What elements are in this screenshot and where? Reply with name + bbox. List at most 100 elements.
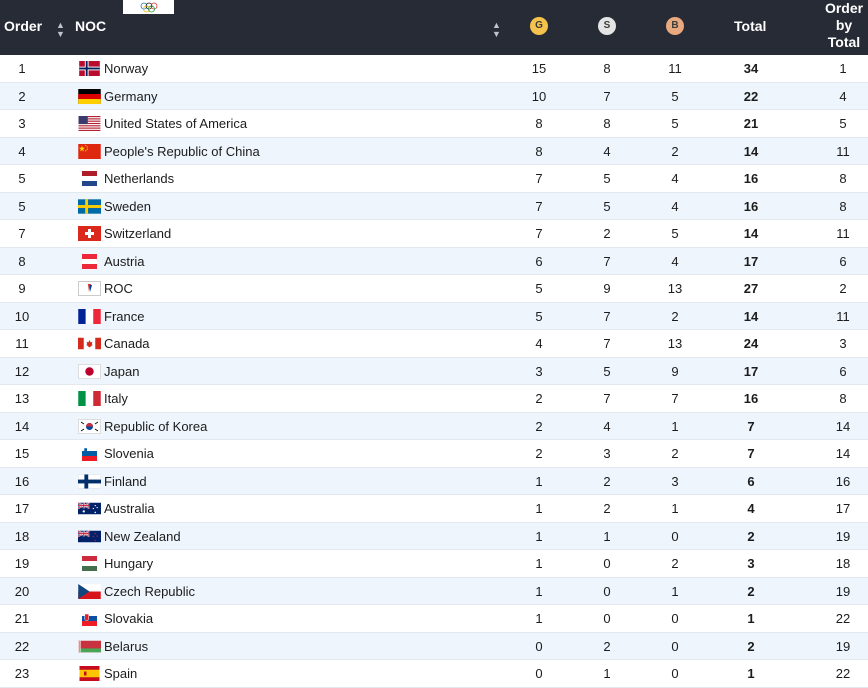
gold-count: 1	[535, 556, 543, 571]
silver-count: 2	[603, 638, 611, 654]
noc-column-header[interactable]: NOC	[75, 18, 107, 34]
table-row[interactable]: 9 ROC 5 9 13 27 2	[0, 275, 868, 303]
order-by-total-cell: 22	[835, 611, 851, 626]
silver-count: 5	[603, 198, 611, 214]
country-name[interactable]: Belarus	[104, 638, 149, 654]
table-row[interactable]: 3 United States of America 8 8 5 21 5	[0, 110, 868, 138]
table-row[interactable]: 18 New Zealand 1 1 0 2 19	[0, 522, 868, 550]
country-name[interactable]: ROC	[104, 281, 133, 296]
bronze-count: 4	[671, 198, 679, 214]
bronze-count: 4	[671, 253, 679, 269]
table-row[interactable]: 10 France 5 7 2 14 11	[0, 302, 868, 330]
country-name[interactable]: United States of America	[104, 116, 248, 131]
table-row[interactable]: 7 Switzerland 7 2 5 14 11	[0, 220, 868, 248]
country-name[interactable]: Republic of Korea	[104, 418, 208, 434]
silver-count: 0	[603, 556, 611, 571]
table-row[interactable]: 4 People's Republic of China 8 4 2 14 11	[0, 137, 868, 165]
order-by-total-cell: 8	[839, 198, 847, 214]
order-cell: 5	[18, 198, 26, 214]
bronze-count: 3	[671, 473, 679, 489]
gold-count: 7	[535, 171, 543, 186]
country-name[interactable]: Spain	[104, 666, 138, 681]
total-count: 7	[747, 418, 755, 434]
table-body: 1 Norway 15 8 11 34 1 2 Germany 10 7 5 22 4 3 United St…	[0, 55, 868, 688]
total-count: 4	[747, 501, 755, 516]
bronze-medal-icon[interactable]: B	[666, 17, 684, 35]
country-name[interactable]: Netherlands	[104, 171, 175, 186]
gold-count: 0	[535, 638, 543, 654]
total-column-header[interactable]: Total	[734, 18, 767, 34]
country-name[interactable]: France	[104, 308, 145, 324]
country-name[interactable]: Sweden	[104, 198, 151, 214]
silver-count: 1	[603, 528, 611, 544]
country-name[interactable]: People's Republic of China	[104, 143, 260, 159]
order-by-total-cell: 19	[835, 583, 851, 599]
japan-flag-icon	[78, 363, 101, 379]
table-row[interactable]: 22 Belarus 0 2 0 2 19	[0, 632, 868, 660]
table-row[interactable]: 12 Japan 3 5 9 17 6	[0, 357, 868, 385]
order-cell: 5	[18, 171, 26, 186]
table-row[interactable]: 1 Norway 15 8 11 34 1	[0, 55, 868, 83]
bronze-count: 1	[671, 418, 679, 434]
table-row[interactable]: 13 Italy 2 7 7 16 8	[0, 385, 868, 413]
order-cell: 22	[14, 638, 30, 654]
spain-flag-icon	[78, 666, 101, 681]
country-name[interactable]: Hungary	[104, 556, 154, 571]
order-by-total-cell: 3	[839, 336, 847, 351]
sort-icon[interactable]: ▲ ▼	[492, 20, 501, 39]
table-row[interactable]: 16 Finland 1 2 3 6 16	[0, 467, 868, 495]
table-row[interactable]: 8 Austria 6 7 4 17 6	[0, 247, 868, 275]
table-row[interactable]: 19 Hungary 1 0 2 3 18	[0, 550, 868, 578]
order-by-total-cell: 11	[836, 143, 850, 159]
table-row[interactable]: 21 Slovakia 1 0 0 1 22	[0, 605, 868, 633]
bronze-count: 2	[671, 308, 679, 324]
order-cell: 19	[14, 556, 30, 571]
order-column-header[interactable]: Order	[4, 18, 43, 34]
table-row[interactable]: 17 Australia 1 2 1 4 17	[0, 495, 868, 523]
table-row[interactable]: 5 Sweden 7 5 4 16 8	[0, 192, 868, 220]
table-row[interactable]: 11 Canada 4 7 13 24 3	[0, 330, 868, 358]
total-count: 14	[743, 308, 759, 324]
country-name[interactable]: Switzerland	[104, 226, 172, 241]
country-name[interactable]: Czech Republic	[104, 583, 196, 599]
order-cell: 13	[14, 391, 30, 406]
china-flag-icon	[78, 143, 101, 159]
country-name[interactable]: New Zealand	[104, 528, 181, 544]
gold-medal-icon[interactable]: G	[530, 17, 548, 35]
total-count: 6	[747, 473, 755, 489]
order-by-total-cell: 6	[839, 253, 847, 269]
table-header: Order ▲ ▼ NOC ▲ ▼ G S B Total Order by Tot…	[0, 0, 868, 55]
country-name[interactable]: Japan	[104, 363, 140, 379]
gold-count: 6	[535, 253, 543, 269]
bronze-count: 2	[671, 143, 679, 159]
order-cell: 1	[18, 61, 26, 76]
country-name[interactable]: Slovakia	[104, 611, 154, 626]
table-row[interactable]: 23 Spain 0 1 0 1 22	[0, 660, 868, 688]
total-count: 21	[743, 116, 759, 131]
country-name[interactable]: Canada	[104, 336, 150, 351]
country-name[interactable]: Italy	[104, 391, 128, 406]
country-name[interactable]: Slovenia	[104, 446, 154, 461]
country-name[interactable]: Germany	[104, 88, 158, 104]
bronze-count: 11	[668, 61, 682, 76]
country-name[interactable]: Finland	[104, 473, 147, 489]
table-row[interactable]: 14 Republic of Korea 2 4 1 7 14	[0, 412, 868, 440]
sort-icon[interactable]: ▲ ▼	[56, 20, 65, 39]
order-cell: 17	[14, 501, 30, 516]
table-row[interactable]: 15 Slovenia 2 3 2 7 14	[0, 440, 868, 468]
order-by-total-column-header[interactable]: Order by Total	[824, 0, 864, 51]
order-by-total-cell: 11	[836, 226, 850, 241]
total-count: 7	[747, 446, 755, 461]
silver-count: 0	[603, 583, 611, 599]
table-row[interactable]: 5 Netherlands 7 5 4 16 8	[0, 165, 868, 193]
gold-count: 8	[535, 116, 543, 131]
order-cell: 16	[14, 473, 30, 489]
table-row[interactable]: 20 Czech Republic 1 0 1 2 19	[0, 577, 868, 605]
silver-medal-icon[interactable]: S	[598, 17, 616, 35]
country-name[interactable]: Austria	[104, 253, 145, 269]
italy-flag-icon	[78, 391, 101, 406]
country-name[interactable]: Australia	[104, 501, 155, 516]
order-by-total-line: Total	[827, 34, 861, 50]
country-name[interactable]: Norway	[104, 61, 149, 76]
table-row[interactable]: 2 Germany 10 7 5 22 4	[0, 82, 868, 110]
